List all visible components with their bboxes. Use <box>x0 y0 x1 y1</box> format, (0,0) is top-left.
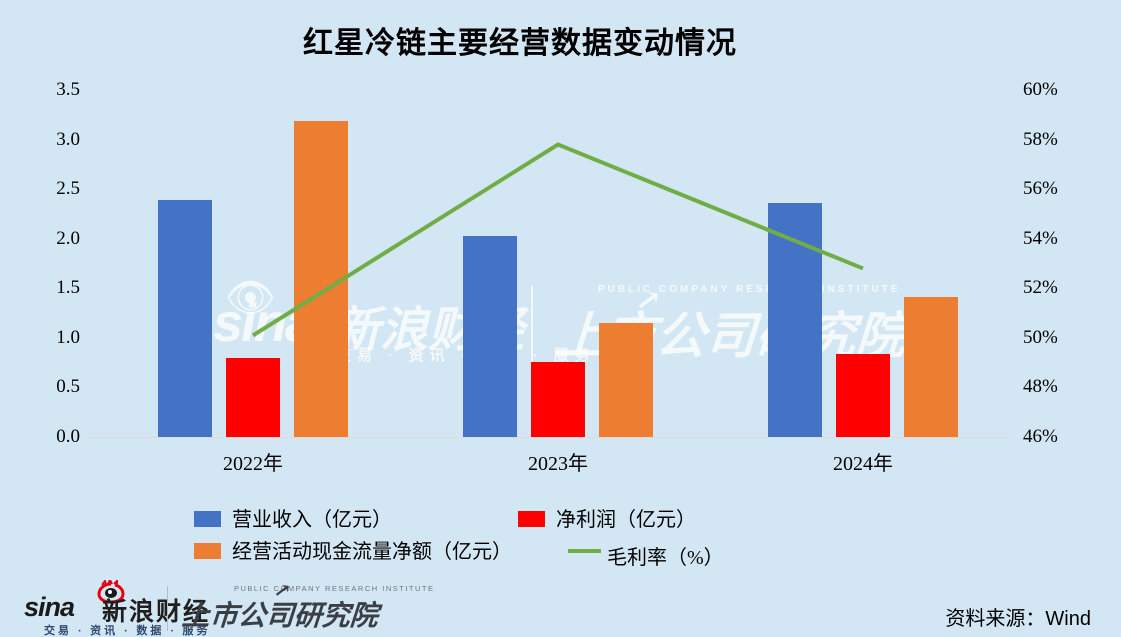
right-axis-tick: 50% <box>1023 326 1058 348</box>
right-axis-tick: 48% <box>1023 376 1058 398</box>
institute-en-label: PUBLIC COMPANY RESEARCH INSTITUTE <box>234 584 435 593</box>
legend-label: 经营活动现金流量净额（亿元） <box>232 541 512 563</box>
watermark-divider <box>531 286 533 362</box>
right-axis-tick: 58% <box>1023 128 1058 150</box>
bar-series1-year2 <box>463 235 517 437</box>
right-axis-tick: 46% <box>1023 426 1058 447</box>
institute-name: 上市公司研究院 <box>180 601 379 632</box>
watermark-sina-tagline: 交易 · 资讯 · 数据 · 服务 <box>336 348 596 364</box>
right-axis-tick: 54% <box>1023 227 1058 249</box>
legend-color-swatch <box>194 511 221 527</box>
data-source-note: 资料来源：Wind <box>945 608 1091 630</box>
bar-series1-year1 <box>158 200 212 437</box>
x-axis-label: 2024年 <box>833 453 893 475</box>
left-axis-tick: 0.0 <box>56 426 80 447</box>
bar-series3-year3 <box>904 297 958 437</box>
left-axis-tick: 0.5 <box>56 376 80 398</box>
bar-series2-year1 <box>226 357 280 437</box>
legend-color-swatch <box>518 511 545 527</box>
left-axis-tick: 3.5 <box>56 79 80 100</box>
left-axis-tick: 1.0 <box>56 326 80 348</box>
footer-divider <box>167 586 168 631</box>
right-axis-tick: 56% <box>1023 178 1058 200</box>
left-axis-tick: 3.0 <box>56 128 80 150</box>
left-axis-tick: 1.5 <box>56 277 80 299</box>
left-axis-tick: 2.0 <box>56 227 80 249</box>
x-axis-label: 2022年 <box>223 453 283 475</box>
legend-color-swatch <box>194 543 221 559</box>
right-axis-tick: 52% <box>1023 277 1058 299</box>
right-axis-tick: 60% <box>1023 79 1058 100</box>
legend-line-swatch <box>568 549 601 553</box>
left-axis-tick: 2.5 <box>56 178 80 200</box>
legend-label: 营业收入（亿元） <box>232 509 392 531</box>
bar-series1-year3 <box>768 203 822 437</box>
bar-series3-year2 <box>599 322 653 437</box>
bar-series2-year2 <box>531 361 585 437</box>
sina-wordmark: sina <box>24 592 75 622</box>
legend-label: 毛利率（%） <box>607 547 724 569</box>
footer-bar: sina 新浪财经 交易 · 资讯 · 数据 · 服务 PUBLIC COMPA… <box>0 577 1121 637</box>
sina-eye-icon <box>96 577 126 609</box>
chart-title: 红星冷链主要经营数据变动情况 <box>303 27 737 60</box>
x-axis-line <box>88 437 1010 438</box>
sina-finance-name: 新浪财经 <box>102 599 211 626</box>
bar-series2-year3 <box>836 353 890 437</box>
x-axis-label: 2023年 <box>528 453 588 475</box>
sina-tagline: 交易 · 资讯 · 数据 · 服务 <box>44 625 211 637</box>
bar-series3-year1 <box>294 120 348 437</box>
legend-label: 净利润（亿元） <box>556 509 696 531</box>
